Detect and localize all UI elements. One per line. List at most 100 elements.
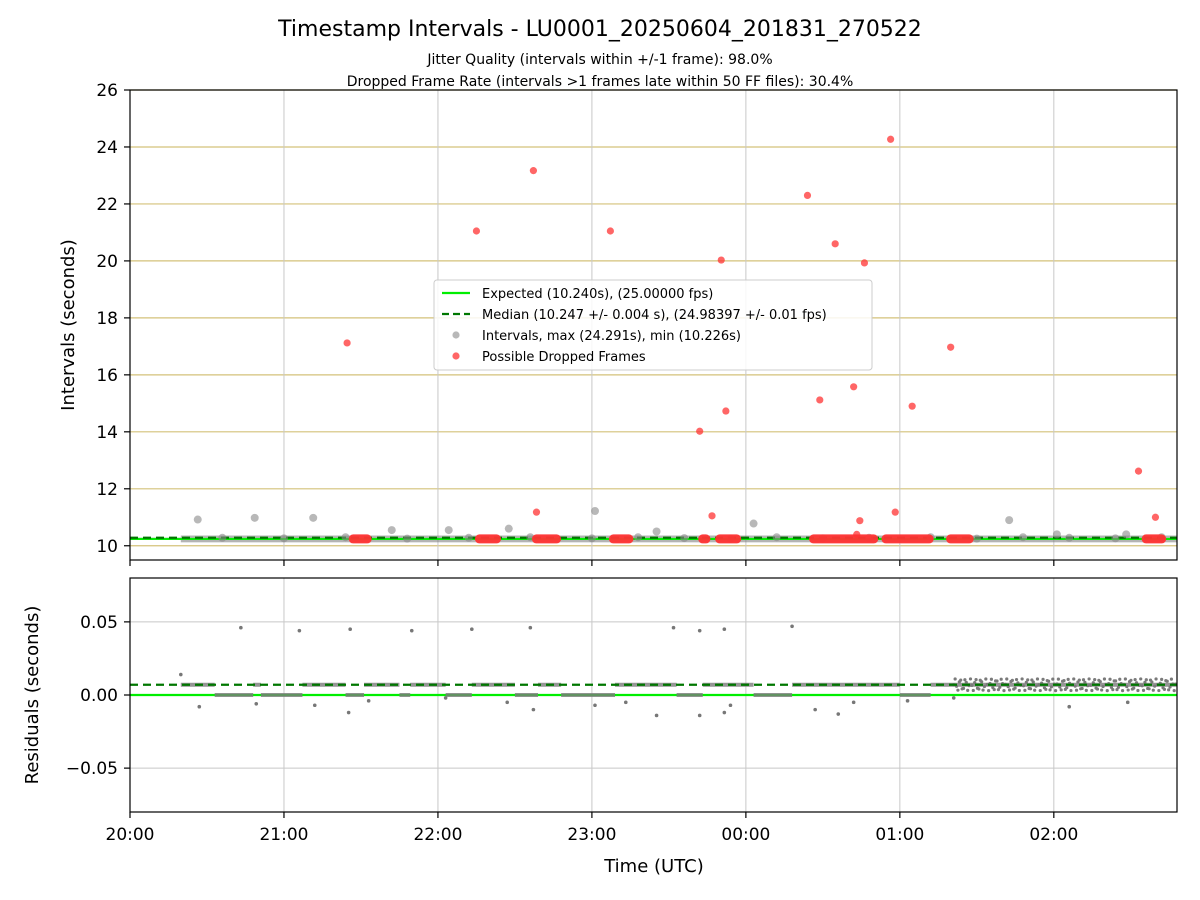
interval-point bbox=[1052, 530, 1061, 539]
residual-point bbox=[1062, 679, 1066, 683]
residual-point bbox=[999, 677, 1003, 681]
residual-point bbox=[623, 700, 628, 705]
residual-point bbox=[1074, 688, 1079, 692]
interval-point bbox=[652, 527, 661, 536]
residual-band-segment bbox=[899, 693, 931, 697]
interval-point bbox=[279, 534, 288, 543]
residual-point bbox=[813, 707, 817, 712]
legend-item-label: Expected (10.240s), (25.00000 fps) bbox=[482, 287, 713, 302]
residual-point bbox=[239, 625, 243, 630]
residual-point bbox=[989, 677, 994, 681]
residual-point bbox=[968, 677, 973, 681]
intervals-y-tick-label: 18 bbox=[96, 309, 118, 329]
interval-point bbox=[218, 533, 227, 542]
chart-subtitle-dropped: Dropped Frame Rate (intervals >1 frames … bbox=[347, 74, 854, 90]
residual-point bbox=[1172, 689, 1176, 693]
residual-point bbox=[1033, 688, 1037, 692]
residual-point bbox=[531, 707, 536, 712]
residual-band-segment bbox=[471, 682, 515, 687]
legend-item-label: Intervals, max (24.291s), min (10.226s) bbox=[482, 329, 741, 344]
dropped-frames-run bbox=[809, 534, 879, 544]
residual-point bbox=[961, 686, 966, 690]
residual-point bbox=[1165, 679, 1169, 683]
residual-band-segment bbox=[676, 693, 703, 697]
residual-point bbox=[409, 628, 414, 633]
residual-point bbox=[1087, 677, 1091, 681]
interval-point bbox=[309, 513, 318, 522]
residual-point bbox=[1129, 678, 1133, 682]
residual-point bbox=[722, 710, 727, 715]
dropped-frame-point bbox=[708, 512, 716, 520]
dropped-frame-point bbox=[717, 256, 725, 264]
residual-point bbox=[1072, 677, 1076, 681]
residual-point bbox=[528, 625, 533, 630]
x-tick-label: 00:00 bbox=[721, 825, 770, 845]
residual-point bbox=[1134, 681, 1139, 685]
residual-point bbox=[1111, 688, 1115, 692]
dropped-frame-point bbox=[860, 259, 869, 267]
residual-band-segment bbox=[445, 693, 472, 697]
residual-point bbox=[1073, 684, 1077, 688]
residual-point bbox=[1141, 688, 1146, 692]
interval-point bbox=[1111, 534, 1120, 543]
residuals-y-tick-label: 0.05 bbox=[80, 613, 118, 633]
residual-point bbox=[722, 627, 727, 631]
residual-band-segment bbox=[302, 682, 346, 687]
residual-point bbox=[348, 627, 352, 631]
interval-point bbox=[587, 534, 596, 543]
residual-point bbox=[953, 677, 957, 681]
chart-title: Timestamp Intervals - LU0001_20250604_20… bbox=[277, 17, 922, 42]
legend: Expected (10.240s), (25.00000 fps) Median… bbox=[433, 279, 873, 371]
residual-point bbox=[505, 700, 510, 705]
residual-band-segment bbox=[345, 693, 365, 697]
residual-point bbox=[1083, 680, 1087, 684]
legend-dropped-swatch bbox=[452, 352, 460, 360]
residual-point bbox=[1065, 686, 1069, 690]
x-tick-label: 01:00 bbox=[875, 825, 924, 845]
interval-point bbox=[444, 526, 453, 535]
dropped-frame-point bbox=[529, 167, 538, 175]
intervals-y-tick-label: 10 bbox=[96, 537, 118, 557]
residual-point bbox=[1091, 681, 1095, 685]
intervals-y-tick-label: 20 bbox=[96, 252, 118, 272]
intervals-y-tick-label: 16 bbox=[96, 366, 118, 386]
dropped-frame-point bbox=[856, 517, 864, 525]
residual-point bbox=[1151, 688, 1155, 692]
residual-band-segment bbox=[953, 682, 1177, 687]
dropped-frame-point bbox=[1151, 513, 1160, 521]
residual-point bbox=[1023, 688, 1027, 692]
residual-point bbox=[836, 712, 841, 716]
residual-point bbox=[995, 679, 999, 683]
interval-point bbox=[634, 533, 643, 542]
residual-band-segment bbox=[399, 693, 411, 697]
residual-point bbox=[1169, 677, 1174, 681]
residual-point bbox=[964, 680, 968, 685]
residual-point bbox=[1139, 677, 1143, 681]
residual-point bbox=[996, 688, 1000, 692]
residual-point bbox=[1150, 680, 1154, 684]
dropped-frame-point bbox=[606, 227, 614, 235]
residual-point bbox=[312, 703, 317, 708]
residual-point bbox=[1054, 689, 1058, 693]
residual-point bbox=[654, 713, 659, 718]
x-axis-label: Time (UTC) bbox=[603, 856, 704, 877]
dropped-frames-run bbox=[1141, 534, 1167, 544]
residual-point bbox=[697, 713, 702, 718]
residual-point bbox=[1010, 678, 1014, 682]
residual-point bbox=[1147, 687, 1151, 691]
residual-point bbox=[1035, 677, 1040, 681]
residual-point bbox=[1101, 684, 1105, 689]
residual-point bbox=[1102, 677, 1107, 681]
residual-point bbox=[981, 688, 985, 692]
residual-point bbox=[1016, 681, 1020, 685]
residual-point bbox=[1132, 686, 1136, 690]
residual-point bbox=[1093, 677, 1097, 682]
residual-point bbox=[346, 710, 351, 715]
dropped-frames-run bbox=[946, 534, 974, 544]
dropped-frame-point bbox=[803, 191, 812, 199]
residual-point bbox=[1162, 687, 1167, 691]
residual-point bbox=[697, 628, 702, 633]
residual-point bbox=[1021, 684, 1026, 688]
residual-point bbox=[992, 687, 996, 692]
interval-point bbox=[1019, 533, 1028, 542]
